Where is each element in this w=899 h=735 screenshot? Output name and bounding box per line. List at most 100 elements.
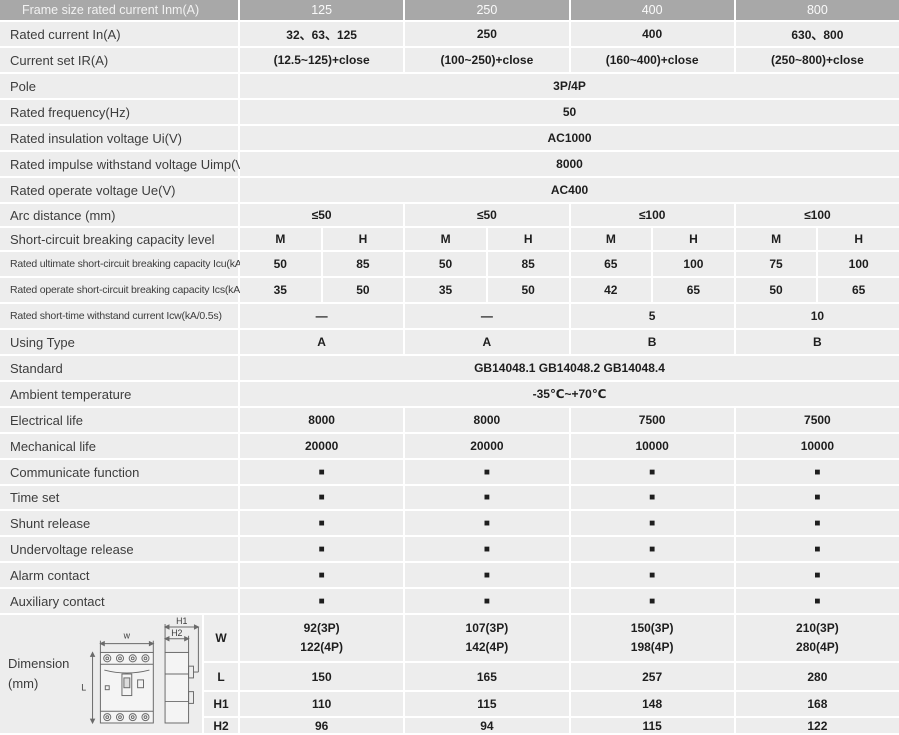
row-label: Rated operate voltage Ue(V) xyxy=(0,178,238,202)
dim-w-3p: 107(3P) xyxy=(465,620,509,635)
feature-square-icon: ■ xyxy=(735,563,899,587)
cell-level-0: M xyxy=(240,228,321,250)
dim-w-4p: 122(4P) xyxy=(300,640,343,654)
feature-square-icon: ■ xyxy=(735,460,899,484)
row-label: Shunt release xyxy=(0,511,238,535)
row-ambient: Ambient temperature -35℃~+70℃ xyxy=(0,382,899,406)
cell-mlife-3: 10000 xyxy=(735,434,899,458)
cell-level-7: H xyxy=(818,228,899,250)
dim-sublabel-h2: H2 xyxy=(204,718,238,733)
row-ics: Rated operate short-circuit breaking cap… xyxy=(0,278,899,302)
feature-square-icon: ■ xyxy=(735,511,899,535)
row-label: Auxiliary contact xyxy=(0,589,238,613)
cell-level-3: H xyxy=(487,228,569,250)
cell-dim-w-2: 150(3P) 198(4P) xyxy=(570,615,734,661)
dimension-drawing-cell: Dimension (mm) xyxy=(0,615,202,733)
row-frequency: Rated frequency(Hz) 50 xyxy=(0,100,899,124)
dim-w-3p: 92(3P) xyxy=(303,620,340,635)
cell-arc-1: ≤50 xyxy=(405,204,569,226)
cell-level-5: H xyxy=(653,228,734,250)
cell-current-set-2: (160~400)+close xyxy=(570,48,734,72)
cell-dim-w-3: 210(3P) 280(4P) xyxy=(735,615,899,661)
cell-dim-h1-3: 168 xyxy=(735,692,899,716)
cell-rated-current-3: 630、800 xyxy=(735,22,899,46)
row-rated-current: Rated current In(A) 32、63、125 250 400 63… xyxy=(0,22,899,46)
row-label: Short-circuit breaking capacity level xyxy=(0,228,238,250)
feature-square-icon: ■ xyxy=(240,563,404,587)
feature-square-icon: ■ xyxy=(405,563,569,587)
cell-dim-h2-1: 94 xyxy=(405,718,569,733)
diagram-h1-label: H1 xyxy=(176,616,187,626)
cell-elife-2: 7500 xyxy=(570,408,734,432)
cell-dim-h2-0: 96 xyxy=(240,718,404,733)
cell-current-set-1: (100~250)+close xyxy=(405,48,569,72)
feature-square-icon: ■ xyxy=(570,460,734,484)
cell-icu-1: 85 xyxy=(322,252,404,276)
feature-square-icon: ■ xyxy=(735,537,899,561)
cell-ics-4: 42 xyxy=(570,278,652,302)
cell-dim-h1-1: 115 xyxy=(405,692,569,716)
cell-icw-3: 10 xyxy=(735,304,899,328)
cell-dim-w-0: 92(3P) 122(4P) xyxy=(240,615,404,661)
cell-icw-2: 5 xyxy=(570,304,734,328)
dim-sublabel-h1: H1 xyxy=(204,692,238,716)
cell-arc-2: ≤100 xyxy=(570,204,734,226)
cell-ics-7: 65 xyxy=(818,278,899,302)
row-operate-voltage: Rated operate voltage Ue(V) AC400 xyxy=(0,178,899,202)
header-col-400: 400 xyxy=(570,0,734,20)
dimension-section: Dimension (mm) xyxy=(0,615,899,733)
table-header-row: Frame size rated current Inm(A) 125 250 … xyxy=(0,0,899,20)
row-label: Alarm contact xyxy=(0,563,238,587)
row-label: Standard xyxy=(0,356,238,380)
row-communicate-function: Communicate function ■ ■ ■ ■ xyxy=(0,460,899,484)
row-using-type: Using Type A A B B xyxy=(0,330,899,354)
cell-using-type-3: B xyxy=(735,330,899,354)
cell-ics-2: 35 xyxy=(405,278,486,302)
row-auxiliary-contact: Auxiliary contact ■ ■ ■ ■ xyxy=(0,589,899,613)
cell-impulse-voltage: 8000 xyxy=(240,152,899,176)
cell-elife-1: 8000 xyxy=(405,408,569,432)
cell-dim-h1-2: 148 xyxy=(570,692,734,716)
cell-current-set-0: (12.5~125)+close xyxy=(240,48,404,72)
header-label: Frame size rated current Inm(A) xyxy=(0,0,238,20)
row-standard: Standard GB14048.1 GB14048.2 GB14048.4 xyxy=(0,356,899,380)
diagram-w-label: w xyxy=(122,631,130,641)
diagram-h2-label: H2 xyxy=(171,628,182,638)
cell-using-type-1: A xyxy=(405,330,569,354)
feature-square-icon: ■ xyxy=(240,589,404,613)
dim-sublabel-w: W xyxy=(204,615,238,661)
cell-ics-6: 50 xyxy=(735,278,817,302)
row-icu: Rated ultimate short-circuit breaking ca… xyxy=(0,252,899,276)
feature-square-icon: ■ xyxy=(405,460,569,484)
cell-icw-1: — xyxy=(405,304,569,328)
row-label: Rated impulse withstand voltage Uimp(V) xyxy=(0,152,248,176)
row-label: Rated current In(A) xyxy=(0,22,238,46)
cell-rated-current-0: 32、63、125 xyxy=(240,22,404,46)
row-label: Rated frequency(Hz) xyxy=(0,100,238,124)
row-label: Communicate function xyxy=(0,460,238,484)
feature-square-icon: ■ xyxy=(570,563,734,587)
feature-square-icon: ■ xyxy=(240,460,404,484)
cell-ics-3: 50 xyxy=(487,278,569,302)
row-label: Rated short-time withstand current Icw(k… xyxy=(0,304,238,328)
row-label: Rated insulation voltage Ui(V) xyxy=(0,126,238,150)
row-label: Arc distance (mm) xyxy=(0,204,238,226)
cell-icu-6: 75 xyxy=(735,252,817,276)
row-insulation-voltage: Rated insulation voltage Ui(V) AC1000 xyxy=(0,126,899,150)
cell-dim-h2-3: 122 xyxy=(735,718,899,733)
row-label: Rated ultimate short-circuit breaking ca… xyxy=(0,252,245,276)
row-impulse-voltage: Rated impulse withstand voltage Uimp(V) … xyxy=(0,152,899,176)
row-label: Using Type xyxy=(0,330,238,354)
row-current-set: Current set IR(A) (12.5~125)+close (100~… xyxy=(0,48,899,72)
header-col-250: 250 xyxy=(405,0,569,20)
cell-icu-3: 85 xyxy=(487,252,569,276)
row-label: Rated operate short-circuit breaking cap… xyxy=(0,278,244,302)
diagram-l-label: L xyxy=(81,683,86,693)
cell-icw-0: — xyxy=(240,304,404,328)
dim-w-4p: 142(4P) xyxy=(465,640,509,654)
cell-pole: 3P/4P xyxy=(240,74,899,98)
cell-level-4: M xyxy=(570,228,652,250)
cell-current-set-3: (250~800)+close xyxy=(735,48,899,72)
row-electrical-life: Electrical life 8000 8000 7500 7500 xyxy=(0,408,899,432)
row-icw: Rated short-time withstand current Icw(k… xyxy=(0,304,899,328)
